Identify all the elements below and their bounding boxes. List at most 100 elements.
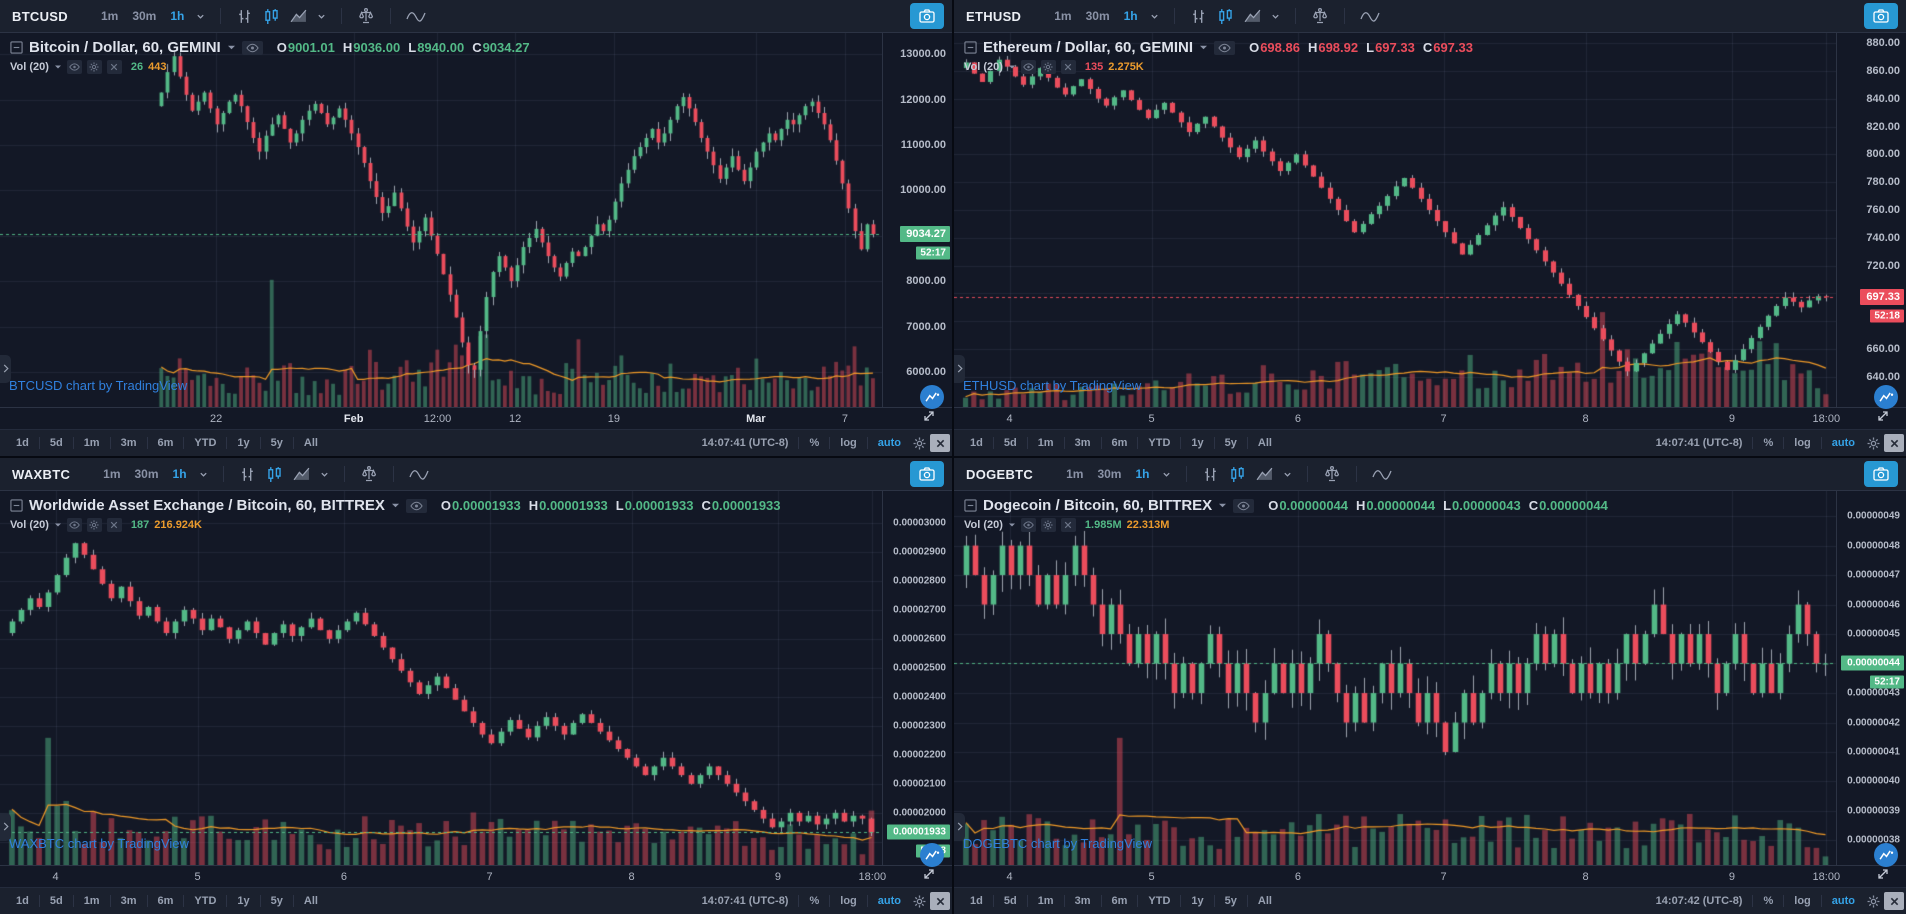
area-chart-style-icon[interactable] (288, 463, 315, 486)
interval-button-1m[interactable]: 1m (1047, 5, 1078, 27)
tradingview-logo[interactable] (1874, 843, 1898, 867)
tradingview-watermark-link[interactable]: ETHUSD chart by TradingView (963, 378, 1142, 393)
volume-dropdown-icon[interactable] (54, 522, 62, 528)
range-button-YTD[interactable]: YTD (1138, 434, 1180, 452)
chart-style-chevron-down-icon[interactable] (315, 467, 334, 482)
auto-scale-button[interactable]: auto (1822, 434, 1865, 452)
price-axis[interactable]: 0.00001933 52:18 0.000030000.000029000.0… (882, 491, 952, 867)
log-scale-button[interactable]: log (830, 434, 867, 452)
volume-eye-icon[interactable] (1020, 518, 1036, 532)
collapse-legend-icon[interactable] (964, 41, 977, 54)
interval-button-1h[interactable]: 1h (163, 5, 191, 27)
chart-area[interactable]: Dogecoin / Bitcoin, 60, BITTREX O0.00000… (954, 490, 1906, 867)
eye-icon[interactable] (1233, 498, 1255, 513)
title-dropdown-icon[interactable] (1199, 44, 1208, 51)
log-scale-button[interactable]: log (830, 892, 867, 910)
chart-title[interactable]: Dogecoin / Bitcoin, 60, BITTREX (983, 497, 1213, 514)
tradingview-logo[interactable] (920, 385, 944, 409)
chart-style-chevron-down-icon[interactable] (1278, 467, 1297, 482)
interval-button-30m[interactable]: 30m (127, 463, 165, 485)
range-button-6m[interactable]: 6m (1102, 434, 1138, 452)
volume-eye-icon[interactable] (66, 60, 82, 74)
range-button-6m[interactable]: 6m (148, 892, 184, 910)
bar-chart-style-icon[interactable] (234, 463, 261, 486)
range-button-All[interactable]: All (294, 434, 328, 452)
percent-scale-button[interactable]: % (1753, 892, 1783, 910)
range-button-YTD[interactable]: YTD (184, 892, 226, 910)
interval-button-30m[interactable]: 30m (1079, 5, 1117, 27)
pane-collapse-tab[interactable] (954, 812, 965, 841)
candlestick-plot[interactable] (954, 491, 1836, 865)
maximize-icon[interactable] (1876, 867, 1890, 886)
auto-scale-button[interactable]: auto (868, 434, 911, 452)
chart-title[interactable]: Bitcoin / Dollar, 60, GEMINI (29, 39, 221, 56)
maximize-icon[interactable] (922, 409, 936, 428)
range-button-1d[interactable]: 1d (6, 434, 39, 452)
tradingview-logo[interactable] (1874, 385, 1898, 409)
collapse-legend-icon[interactable] (10, 499, 23, 512)
interval-button-30m[interactable]: 30m (125, 5, 163, 27)
volume-indicator-label[interactable]: Vol (20) (10, 519, 49, 531)
indicators-icon[interactable] (1355, 6, 1385, 26)
candlestick-plot[interactable] (0, 33, 882, 407)
snapshot-camera-button[interactable] (1864, 461, 1898, 487)
close-button[interactable] (930, 434, 950, 452)
range-button-3m[interactable]: 3m (1065, 434, 1101, 452)
candlestick-style-icon[interactable] (261, 463, 288, 486)
volume-dropdown-icon[interactable] (54, 64, 62, 70)
range-button-YTD[interactable]: YTD (1138, 892, 1180, 910)
range-button-All[interactable]: All (1248, 434, 1282, 452)
range-button-1m[interactable]: 1m (1028, 892, 1064, 910)
compare-icon[interactable] (355, 462, 383, 486)
chart-style-chevron-down-icon[interactable] (312, 9, 331, 24)
tradingview-watermark-link[interactable]: DOGEBTC chart by TradingView (963, 836, 1153, 851)
interval-chevron-down-icon[interactable] (1145, 9, 1164, 24)
candlestick-plot[interactable] (954, 33, 1836, 407)
range-button-1m[interactable]: 1m (1028, 434, 1064, 452)
range-button-All[interactable]: All (294, 892, 328, 910)
interval-chevron-down-icon[interactable] (191, 9, 210, 24)
interval-button-1h[interactable]: 1h (1128, 463, 1156, 485)
range-button-1m[interactable]: 1m (74, 434, 110, 452)
bar-chart-style-icon[interactable] (231, 5, 258, 28)
snapshot-camera-button[interactable] (910, 3, 944, 29)
bar-chart-style-icon[interactable] (1185, 5, 1212, 28)
volume-dropdown-icon[interactable] (1008, 522, 1016, 528)
volume-indicator-label[interactable]: Vol (20) (964, 519, 1003, 531)
interval-button-1m[interactable]: 1m (94, 5, 125, 27)
range-button-3m[interactable]: 3m (111, 892, 147, 910)
chart-area[interactable]: Bitcoin / Dollar, 60, GEMINI O9001.01 H9… (0, 32, 952, 409)
range-button-5y[interactable]: 5y (261, 434, 293, 452)
range-button-5y[interactable]: 5y (261, 892, 293, 910)
area-chart-style-icon[interactable] (285, 5, 312, 28)
range-button-5y[interactable]: 5y (1215, 892, 1247, 910)
close-button[interactable] (1884, 892, 1904, 910)
tradingview-logo[interactable] (920, 843, 944, 867)
pane-collapse-tab[interactable] (954, 354, 965, 383)
chart-area[interactable]: Worldwide Asset Exchange / Bitcoin, 60, … (0, 490, 952, 867)
area-chart-style-icon[interactable] (1251, 463, 1278, 486)
range-button-6m[interactable]: 6m (1102, 892, 1138, 910)
candlestick-style-icon[interactable] (258, 5, 285, 28)
range-button-5d[interactable]: 5d (994, 892, 1027, 910)
range-button-6m[interactable]: 6m (148, 434, 184, 452)
title-dropdown-icon[interactable] (1218, 502, 1227, 509)
interval-button-1h[interactable]: 1h (166, 463, 194, 485)
range-button-5d[interactable]: 5d (994, 434, 1027, 452)
eye-icon[interactable] (1214, 40, 1236, 55)
volume-close-icon[interactable] (1060, 60, 1076, 74)
range-button-All[interactable]: All (1248, 892, 1282, 910)
price-axis[interactable]: 0.00000044 52:17 0.00000049 0.00000048 0.0… (1836, 491, 1906, 867)
range-button-1d[interactable]: 1d (960, 892, 993, 910)
close-button[interactable] (1884, 434, 1904, 452)
range-button-1y[interactable]: 1y (227, 434, 259, 452)
settings-gear-icon[interactable] (1865, 893, 1882, 910)
pane-collapse-tab[interactable] (0, 812, 11, 841)
volume-settings-gear-icon[interactable] (1040, 60, 1056, 74)
tradingview-watermark-link[interactable]: WAXBTC chart by TradingView (9, 836, 189, 851)
range-button-1y[interactable]: 1y (1181, 892, 1213, 910)
time-axis[interactable]: 4 5 6 7 8 9 18:00 (0, 866, 952, 887)
volume-eye-icon[interactable] (66, 518, 82, 532)
time-axis[interactable]: 22 Feb 12:00 12 19 Mar 7 (0, 408, 952, 429)
interval-button-1h[interactable]: 1h (1117, 5, 1145, 27)
